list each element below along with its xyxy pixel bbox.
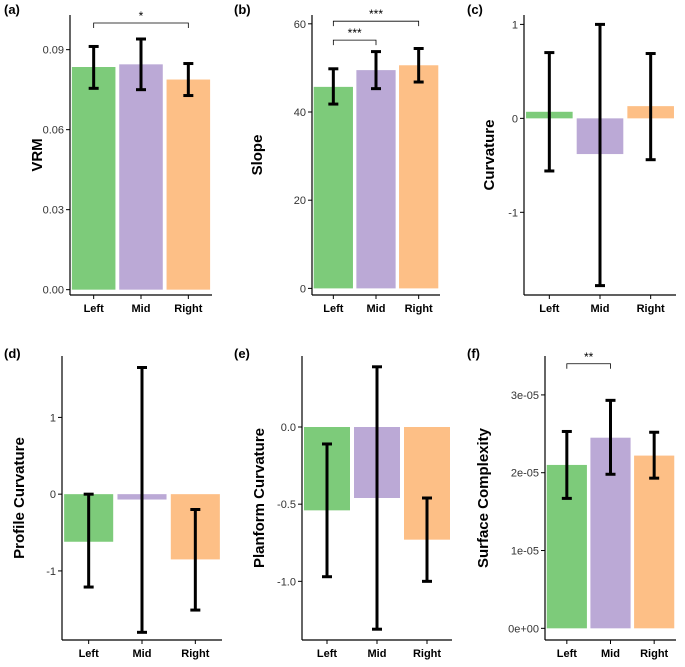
x-tick-label-right: Right bbox=[181, 648, 209, 660]
y-tick-label: 0 bbox=[512, 113, 518, 125]
x-tick-label-left: Left bbox=[323, 303, 344, 315]
x-tick-label-left: Left bbox=[557, 648, 578, 660]
panel-b: (b) Slope 0 20 40 60 Left Mid Right *** *** bbox=[234, 2, 440, 315]
panel-e: (e) Planform Curvature -1.0 -0.5 0.0 Left Mid R… bbox=[234, 346, 452, 660]
significance-label: * bbox=[139, 9, 144, 23]
y-tick-label: 0.0 bbox=[281, 422, 296, 434]
y-axis-label: VRM bbox=[29, 138, 46, 171]
x-tick-label-right: Right bbox=[640, 648, 668, 660]
x-tick-label-mid: Mid bbox=[132, 303, 151, 315]
panel-c: (c) Curvature -1 0 1 Left Mid Right bbox=[467, 2, 676, 315]
panel-a: (a) VRM 0.00 0.03 0.06 0.09 Left Mid Right * bbox=[4, 2, 212, 315]
x-tick-label-mid: Mid bbox=[601, 648, 620, 660]
significance-label: ** bbox=[584, 350, 594, 364]
y-tick-label: 2e-05 bbox=[511, 468, 539, 480]
significance-bracket bbox=[93, 22, 189, 28]
significance-label: *** bbox=[369, 7, 383, 21]
y-tick-label: 0 bbox=[300, 283, 306, 295]
y-tick-label: 60 bbox=[294, 19, 306, 31]
y-tick-label: -0.5 bbox=[277, 499, 296, 511]
panel-label: (c) bbox=[467, 2, 483, 17]
y-tick-label: 1 bbox=[512, 19, 518, 31]
y-tick-label: 1 bbox=[50, 412, 56, 424]
x-tick-label-left: Left bbox=[79, 648, 100, 660]
y-tick-label: -1.0 bbox=[277, 576, 296, 588]
y-tick-label: 20 bbox=[294, 195, 306, 207]
panel-label: (f) bbox=[467, 346, 480, 361]
panel-d: (d) Profile Curvature -1 0 1 Left Mid Right bbox=[4, 346, 222, 660]
y-axis-label: Profile Curvature bbox=[11, 437, 28, 559]
y-tick-label: 0.06 bbox=[43, 125, 64, 137]
bar-mid bbox=[356, 70, 396, 289]
bar-left bbox=[71, 67, 116, 290]
x-tick-label-right: Right bbox=[413, 648, 441, 660]
y-tick-label: -1 bbox=[508, 207, 518, 219]
panel-label: (a) bbox=[4, 2, 20, 17]
y-tick-label: 0e+00 bbox=[508, 623, 539, 635]
significance-bracket bbox=[332, 39, 377, 46]
significance-bracket bbox=[332, 20, 420, 27]
x-tick-label-right: Right bbox=[174, 303, 202, 315]
panel-label: (b) bbox=[234, 2, 251, 17]
y-axis-label: Planform Curvature bbox=[251, 428, 268, 568]
x-tick-label-mid: Mid bbox=[133, 648, 152, 660]
bar-right bbox=[634, 455, 675, 629]
x-tick-label-mid: Mid bbox=[591, 303, 610, 315]
y-tick-label: 0.03 bbox=[43, 205, 64, 217]
x-tick-label-right: Right bbox=[405, 303, 433, 315]
y-tick-label: 40 bbox=[294, 107, 306, 119]
x-tick-label-left: Left bbox=[317, 648, 338, 660]
y-tick-label: 0.00 bbox=[43, 285, 64, 297]
x-tick-label-right: Right bbox=[637, 303, 665, 315]
panel-label: (e) bbox=[234, 346, 250, 361]
panel-label: (d) bbox=[4, 346, 21, 361]
bar-right bbox=[166, 79, 211, 290]
bar-left bbox=[313, 86, 353, 289]
y-tick-label: 1e-05 bbox=[511, 546, 539, 558]
x-tick-label-mid: Mid bbox=[368, 648, 387, 660]
significance-label: *** bbox=[348, 26, 362, 40]
y-axis-label: Curvature bbox=[481, 120, 498, 191]
significance-bracket bbox=[566, 363, 611, 369]
y-tick-label: 3e-05 bbox=[511, 390, 539, 402]
x-tick-label-left: Left bbox=[539, 303, 560, 315]
y-axis-label: Surface Complexity bbox=[475, 427, 492, 568]
y-tick-label: 0.09 bbox=[43, 45, 64, 57]
x-tick-label-left: Left bbox=[84, 303, 105, 315]
y-tick-label: -1 bbox=[46, 566, 56, 578]
bar-right bbox=[399, 65, 439, 289]
bar-mid bbox=[119, 64, 163, 290]
y-tick-label: 0 bbox=[50, 489, 56, 501]
x-tick-label-mid: Mid bbox=[367, 303, 386, 315]
panel-f: (f) Surface Complexity 0e+00 1e-05 2e-05 3e-0… bbox=[467, 346, 676, 660]
y-axis-label: Slope bbox=[249, 135, 266, 176]
